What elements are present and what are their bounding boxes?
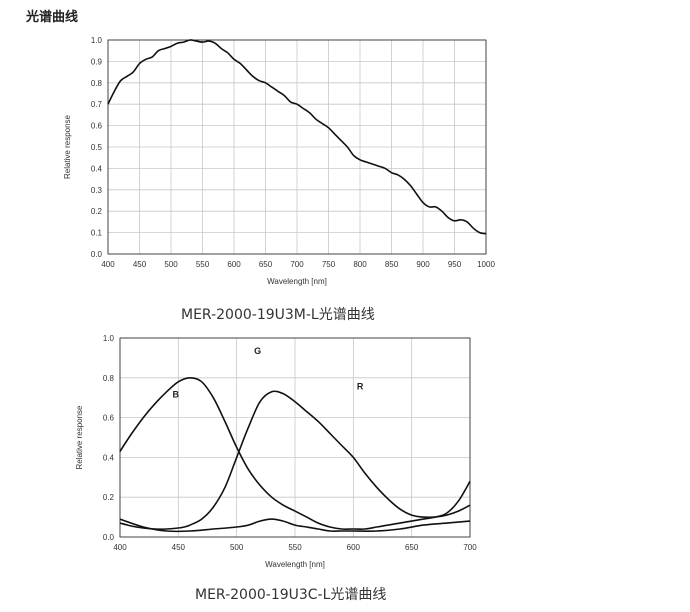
series-line-b	[119, 390, 471, 530]
y-tick-label: 1.0	[91, 36, 103, 45]
x-tick-label: 600	[347, 543, 361, 552]
mono-chart-caption: MER-2000-19U3M-L光谱曲线	[181, 307, 375, 323]
series-line-g	[119, 518, 471, 533]
y-tick-label: 0.8	[103, 374, 115, 383]
x-tick-label: 650	[259, 260, 273, 269]
x-tick-label: 900	[416, 260, 430, 269]
y-tick-label: 0.6	[103, 414, 115, 423]
x-tick-label: 950	[448, 260, 462, 269]
y-tick-label: 0.2	[103, 493, 115, 502]
x-axis-label: Wavelength [nm]	[265, 560, 325, 569]
y-tick-label: 0.0	[91, 250, 103, 259]
x-tick-label: 550	[288, 543, 302, 552]
y-tick-label: 0.0	[103, 533, 115, 542]
y-axis-label: Relative response	[63, 114, 72, 179]
y-tick-label: 0.2	[91, 207, 103, 216]
y-axis-label: Relative response	[75, 405, 84, 470]
x-tick-label: 450	[133, 260, 147, 269]
x-tick-label: 750	[322, 260, 336, 269]
x-tick-label: 500	[230, 543, 244, 552]
x-tick-label: 550	[196, 260, 210, 269]
series-line-r	[119, 377, 471, 530]
x-tick-label: 700	[463, 543, 477, 552]
y-tick-label: 0.5	[91, 143, 103, 152]
series-line	[107, 39, 487, 235]
y-tick-label: 0.3	[91, 186, 103, 195]
series-label-b: B	[173, 390, 180, 400]
y-tick-label: 0.8	[91, 79, 103, 88]
y-tick-label: 0.7	[91, 100, 103, 109]
x-tick-label: 800	[353, 260, 367, 269]
x-tick-label: 700	[290, 260, 304, 269]
y-tick-label: 0.4	[91, 164, 103, 173]
mono-spectral-chart: 400 450 500 550 600 650 700 750 800 850 900 950 1000…	[63, 36, 495, 286]
x-tick-label: 850	[385, 260, 399, 269]
series-label-r: R	[357, 382, 364, 392]
y-tick-label: 1.0	[103, 334, 115, 343]
y-tick-label: 0.4	[103, 453, 115, 462]
plot-frame	[107, 39, 487, 255]
x-tick-label: 1000	[477, 260, 495, 269]
y-tick-label: 0.9	[91, 57, 103, 66]
x-tick-label: 500	[164, 260, 178, 269]
x-tick-label: 450	[172, 543, 186, 552]
series-label-g: G	[254, 346, 261, 356]
x-tick-label: 400	[113, 543, 127, 552]
y-tick-label: 0.1	[91, 229, 103, 238]
y-tick-label: 0.6	[91, 122, 103, 131]
x-tick-label: 650	[405, 543, 419, 552]
x-tick-label: 600	[227, 260, 241, 269]
x-tick-label: 400	[101, 260, 115, 269]
x-axis-label: Wavelength [nm]	[267, 277, 327, 286]
plot-frame	[119, 337, 471, 538]
page-title: 光谱曲线	[26, 10, 79, 25]
color-chart-caption: MER-2000-19U3C-L光谱曲线	[195, 587, 387, 603]
